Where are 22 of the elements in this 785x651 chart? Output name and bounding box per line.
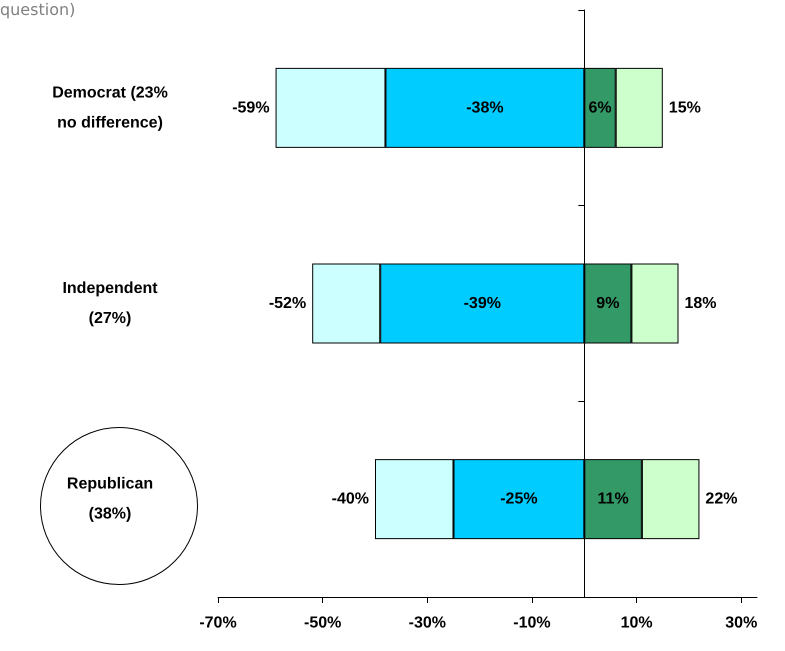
text: 15%	[668, 99, 701, 116]
y-tick-label: Independent (27%)	[62, 280, 158, 327]
data-label: 6%	[588, 99, 612, 116]
x-tick-label: -10%	[513, 614, 551, 632]
data-label: -25%	[500, 490, 538, 508]
text: -59%	[232, 99, 270, 116]
text: question)	[0, 0, 76, 19]
text: -40%	[332, 490, 369, 508]
x-tick-label: 10%	[620, 614, 653, 632]
x-tick-label: -70%	[199, 614, 237, 632]
data-label: 9%	[596, 295, 620, 312]
x-tick-label: 30%	[725, 614, 758, 632]
text: -52%	[268, 295, 306, 312]
data-label: -38%	[466, 99, 504, 116]
data-label: -39%	[464, 295, 501, 312]
y-tick-label: Republican (38%)	[66, 476, 154, 523]
text: 22%	[705, 490, 738, 508]
text: 18%	[684, 295, 717, 312]
x-tick-label: -30%	[408, 614, 446, 632]
x-tick-label: -50%	[304, 614, 342, 632]
data-label: 11%	[598, 490, 629, 508]
y-tick-label: Democrat (23% no difference)	[52, 84, 168, 132]
